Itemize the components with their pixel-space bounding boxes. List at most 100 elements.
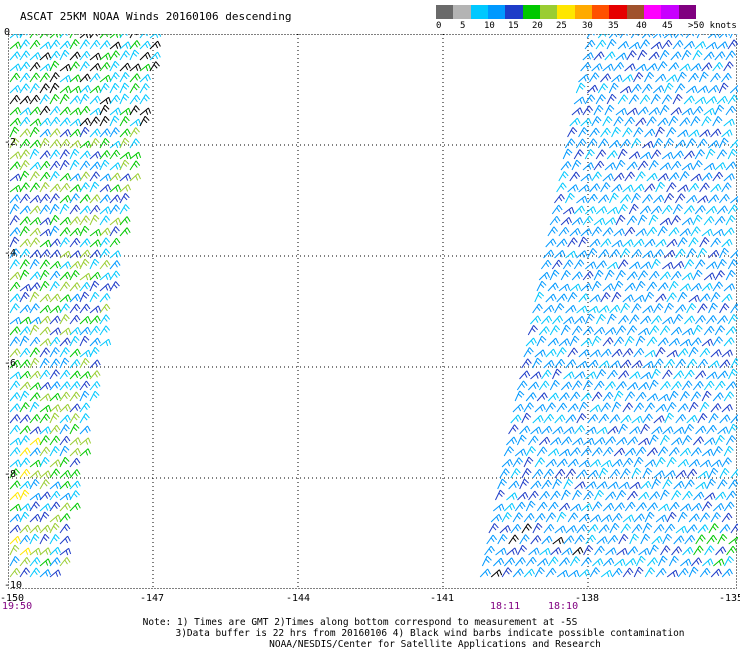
wind-barb xyxy=(89,85,102,94)
wind-barb xyxy=(580,447,592,457)
wind-barb xyxy=(657,61,668,72)
wind-barb xyxy=(556,458,568,468)
wind-barb xyxy=(699,512,711,523)
wind-barb xyxy=(89,325,101,336)
wind-barb xyxy=(616,547,628,556)
wind-barb xyxy=(729,84,738,94)
wind-barb xyxy=(552,426,564,435)
wind-barb xyxy=(701,390,712,402)
legend-swatch xyxy=(574,5,592,19)
y-tick-label: -4 xyxy=(4,248,17,259)
wind-barb xyxy=(591,171,602,182)
wind-barb xyxy=(681,49,692,61)
wind-barb xyxy=(79,326,91,336)
wind-barb xyxy=(725,105,737,116)
x-tick-label: -141 xyxy=(429,593,455,604)
wind-barb xyxy=(664,523,676,534)
wind-barb xyxy=(725,269,736,281)
wind-barb xyxy=(556,238,568,248)
legend-swatch xyxy=(470,5,488,19)
legend-swatch xyxy=(591,5,610,19)
wind-barb xyxy=(690,391,702,402)
wind-barb xyxy=(59,149,70,160)
wind-barb xyxy=(503,557,516,567)
wind-barb xyxy=(591,391,603,402)
wind-barb xyxy=(29,382,41,391)
wind-barb xyxy=(662,369,673,380)
wind-barb xyxy=(539,490,550,501)
wind-barb xyxy=(603,557,615,567)
wind-barb xyxy=(49,270,61,281)
wind-barb xyxy=(79,371,91,380)
wind-barb xyxy=(9,403,21,413)
wind-barb xyxy=(607,261,619,270)
wind-barb xyxy=(89,63,101,72)
wind-barb xyxy=(730,303,738,314)
wind-barb xyxy=(604,51,616,61)
wind-barb xyxy=(9,259,20,270)
wind-barb xyxy=(694,96,707,105)
wind-barb xyxy=(655,238,667,248)
wind-barb xyxy=(626,325,638,336)
wind-barb xyxy=(618,370,630,380)
wind-barb xyxy=(29,524,41,534)
wind-barb xyxy=(584,206,597,215)
wind-barb xyxy=(679,117,691,127)
wind-barb xyxy=(609,414,621,424)
wind-barb xyxy=(697,358,709,369)
wind-barb xyxy=(626,161,638,171)
wind-barb xyxy=(29,478,40,490)
wind-barb xyxy=(580,62,592,72)
wind-barb xyxy=(688,129,700,138)
wind-barb xyxy=(532,522,543,534)
wind-barb xyxy=(699,293,711,303)
wind-barb xyxy=(571,159,582,171)
wind-barb xyxy=(574,424,586,435)
wind-barb xyxy=(708,413,719,424)
wind-barb xyxy=(119,193,130,204)
wind-barb xyxy=(569,503,582,512)
wind-barb xyxy=(606,206,619,215)
wind-barb xyxy=(532,303,543,314)
wind-barb xyxy=(69,293,81,303)
wind-barb xyxy=(59,49,70,61)
wind-barb xyxy=(79,349,92,358)
wind-barb xyxy=(9,236,20,248)
wind-barb xyxy=(69,61,80,72)
wind-barb xyxy=(564,138,576,149)
wind-barb xyxy=(139,34,151,39)
wind-barb xyxy=(19,182,31,193)
wind-barb xyxy=(619,85,632,94)
wind-barb xyxy=(644,402,656,413)
wind-barb xyxy=(89,271,101,281)
wind-barb xyxy=(582,162,594,171)
wind-barb xyxy=(59,40,71,50)
wind-barb xyxy=(565,414,577,424)
wind-barb xyxy=(119,93,130,105)
wind-barb xyxy=(712,171,724,182)
wind-barb xyxy=(29,470,41,479)
wind-barb xyxy=(89,95,101,105)
wind-barb xyxy=(702,558,714,567)
wind-barb xyxy=(721,349,733,358)
wind-barb xyxy=(549,269,560,281)
wind-barb xyxy=(19,524,31,534)
wind-barb xyxy=(552,536,564,545)
wind-barb xyxy=(589,349,601,358)
wind-barb xyxy=(39,83,50,94)
wind-barb xyxy=(109,204,121,215)
wind-barb xyxy=(587,469,599,479)
wind-barb xyxy=(89,381,101,391)
wind-barb xyxy=(129,94,141,105)
wind-barb xyxy=(29,249,41,259)
wind-barb xyxy=(49,72,60,83)
wind-barb xyxy=(9,371,22,380)
wind-barb xyxy=(624,171,635,182)
wind-barb xyxy=(69,173,82,182)
wind-barb xyxy=(69,359,81,369)
wind-barb xyxy=(573,259,585,270)
legend-swatch xyxy=(487,5,506,19)
wind-barb xyxy=(723,501,735,512)
wind-barb xyxy=(637,160,649,171)
wind-barb xyxy=(721,568,733,578)
